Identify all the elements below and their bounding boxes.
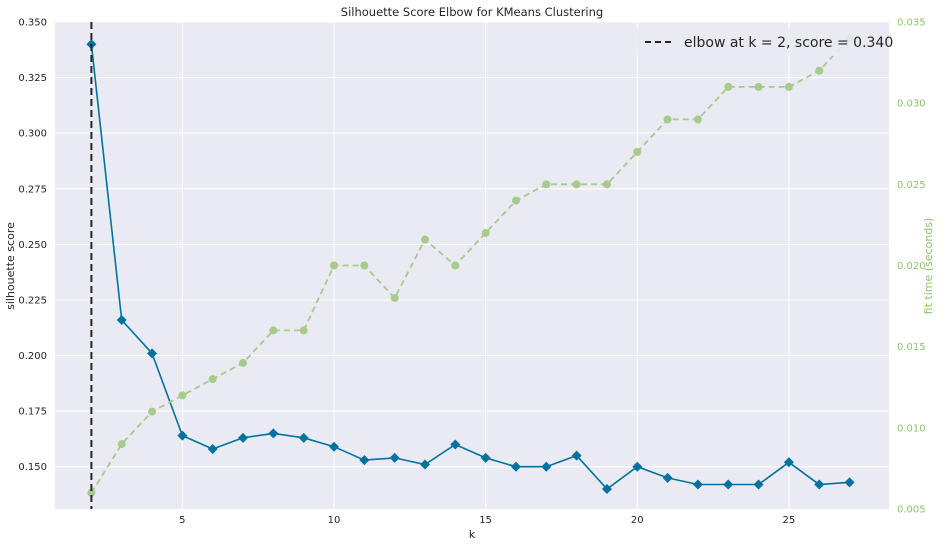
silhouette-score-point <box>480 452 491 463</box>
silhouette-score-point <box>783 457 794 468</box>
fit-time-point <box>420 235 429 244</box>
silhouette-score-point <box>116 314 127 325</box>
x-tick-label: 5 <box>179 515 185 526</box>
fit-time-point <box>451 261 460 270</box>
silhouette-score-point <box>723 479 734 490</box>
x-axis-label: k <box>469 528 476 541</box>
silhouette-score-point <box>419 459 430 470</box>
silhouette-score-point <box>571 450 582 461</box>
y-tick-label: 0.150 <box>18 462 47 473</box>
fit-time-point <box>239 358 248 367</box>
y2-tick-label: 0.020 <box>897 261 926 272</box>
fit-time-point <box>724 82 733 91</box>
y-tick-label: 0.175 <box>18 407 47 418</box>
plot-area <box>55 22 889 509</box>
fit-time-point <box>390 293 399 302</box>
silhouette-score-point <box>177 430 188 441</box>
grid-lines <box>55 21 889 509</box>
legend: elbow at k = 2, score = 0.340 <box>636 29 893 56</box>
y2-axis-label: fit time (seconds) <box>922 218 935 315</box>
y-tick-label: 0.325 <box>18 73 47 84</box>
silhouette-score-point <box>359 455 370 466</box>
y2-tick-label: 0.030 <box>897 99 926 110</box>
silhouette-score-point <box>147 348 158 359</box>
fit-time-point <box>754 82 763 91</box>
fit-time-point <box>693 115 702 124</box>
fit-time-point <box>633 147 642 156</box>
silhouette-score-point <box>329 441 340 452</box>
fit-time-point <box>299 326 308 335</box>
silhouette-score-point <box>207 443 218 454</box>
chart-title: Silhouette Score Elbow for KMeans Cluste… <box>341 5 603 19</box>
silhouette-score-point <box>753 479 764 490</box>
silhouette-score-point <box>601 483 612 494</box>
silhouette-score-point <box>450 439 461 450</box>
y-tick-label: 0.300 <box>18 129 47 140</box>
fit-time-point <box>208 375 217 384</box>
silhouette-score-point <box>844 477 855 488</box>
x-tick-label: 10 <box>328 515 341 526</box>
legend-box <box>636 29 880 56</box>
fit-time-point <box>572 180 581 189</box>
y-tick-label: 0.225 <box>18 295 47 306</box>
silhouette-score-point <box>662 472 673 483</box>
y2-tick-label: 0.015 <box>897 342 926 353</box>
fit-time-point <box>481 229 490 238</box>
silhouette-score-point <box>814 479 825 490</box>
fit-time-point <box>511 196 520 205</box>
fit-time-point <box>602 180 611 189</box>
silhouette-score-point <box>298 432 309 443</box>
silhouette-score-point <box>238 432 249 443</box>
fit-time-point <box>784 82 793 91</box>
y-tick-label: 0.350 <box>18 18 47 29</box>
x-tick-label: 25 <box>783 515 796 526</box>
fit-time-point <box>360 261 369 270</box>
fit-time-point <box>87 488 96 497</box>
silhouette-score-point <box>632 461 643 472</box>
silhouette-score-point <box>389 452 400 463</box>
fit-time-point <box>178 391 187 400</box>
fit-time-point <box>663 115 672 124</box>
silhouette-score-point <box>541 461 552 472</box>
legend-elbow-text: elbow at k = 2, score = 0.340 <box>684 35 893 51</box>
fit-time-point <box>542 180 551 189</box>
y-tick-label: 0.275 <box>18 184 47 195</box>
silhouette-score-line <box>90 44 850 491</box>
y-tick-label: 0.250 <box>18 240 47 251</box>
fit-time-point <box>330 261 339 270</box>
y2-tick-label: 0.005 <box>897 505 926 516</box>
fit-time-point <box>117 440 126 449</box>
y2-tick-label: 0.010 <box>897 423 926 434</box>
fit-time-point <box>269 326 278 335</box>
x-tick-label: 15 <box>479 515 492 526</box>
y-tick-label: 0.200 <box>18 351 47 362</box>
fit-time-line <box>90 37 851 494</box>
fit-time-point <box>148 407 157 416</box>
x-tick-label: 20 <box>631 515 644 526</box>
silhouette-score-point <box>510 461 521 472</box>
series <box>86 22 855 509</box>
fit-time-point <box>815 66 824 75</box>
axes: 5 10 15 20 25 0.150 0.175 0.200 0.225 0.250 0.275 0… <box>18 18 925 527</box>
silhouette-score-point <box>692 479 703 490</box>
y2-tick-label: 0.025 <box>897 180 926 191</box>
y2-tick-label: 0.035 <box>897 18 926 29</box>
silhouette-score-point <box>268 428 279 439</box>
y-axis-label: silhouette score <box>4 222 17 310</box>
